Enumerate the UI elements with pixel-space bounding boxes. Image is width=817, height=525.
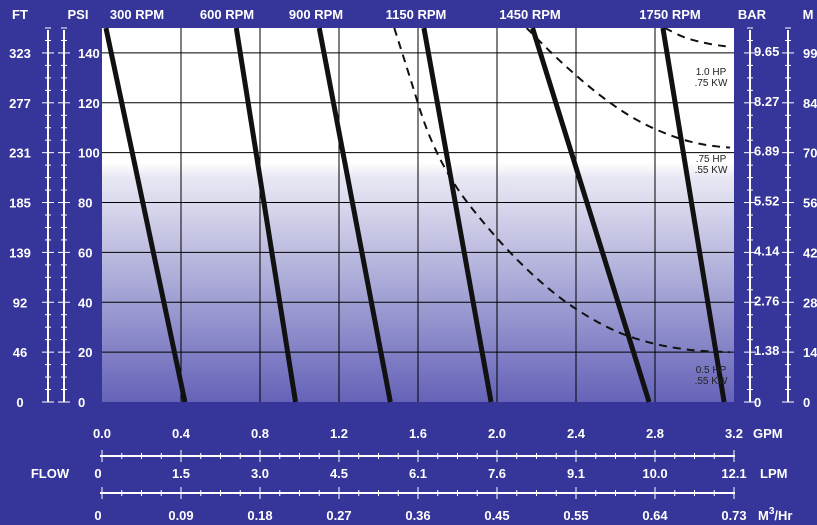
ft-tick-label: 323	[9, 46, 31, 61]
ft-tick-label: 231	[9, 146, 31, 161]
bar-tick-label: 2.76	[754, 293, 779, 308]
gpm-tick-label: 0.0	[93, 426, 111, 441]
ft-tick-label: 185	[9, 196, 31, 211]
ft-tick-label: 92	[13, 295, 27, 310]
power-curve-1	[525, 28, 731, 149]
lpm-tick-label: 7.6	[488, 466, 506, 481]
rpm-line-5	[660, 27, 727, 403]
rpm-series	[103, 27, 727, 403]
psi-tick-label: 60	[78, 245, 92, 260]
m3hr-tick-label: 0.27	[326, 508, 351, 523]
rpm-label-4: 1450 RPM	[499, 7, 560, 22]
lpm-tick-label: 1.5	[172, 466, 190, 481]
rpm-line-1	[233, 27, 299, 403]
m3hr-tick-label: 0.55	[563, 508, 588, 523]
bar-tick-label: 1.38	[754, 343, 779, 358]
m3hr-unit-label: M3/Hr	[758, 506, 792, 523]
m-tick-label: 0	[803, 395, 810, 410]
power-curves: 1.0 HP.75 KW.75 HP.55 KW0.5 HP.55 KW	[393, 28, 731, 387]
power-label-kw-1: .55 KW	[695, 165, 728, 176]
lpm-tick-label: 9.1	[567, 466, 585, 481]
psi-tick-label: 120	[78, 96, 100, 111]
gpm-tick-label: 2.4	[567, 426, 586, 441]
rpm-line-4	[530, 27, 652, 403]
flow-label: FLOW	[31, 466, 70, 481]
bar-tick-label: 6.89	[754, 144, 779, 159]
bar-axis-title: BAR	[738, 7, 767, 22]
gpm-tick-label: 1.6	[409, 426, 427, 441]
gridlines	[102, 28, 734, 402]
m3hr-tick-label: 0.36	[405, 508, 430, 523]
psi-tick-label: 0	[78, 395, 85, 410]
lpm-tick-label: 12.1	[721, 466, 746, 481]
axis-labels: FT PSI BAR M 300 RPM 600 RPM 900 RPM 1150 RPM 14…	[9, 7, 817, 523]
m-tick-label: 70	[803, 146, 817, 161]
psi-tick-label: 80	[78, 196, 92, 211]
rpm-line-0	[103, 27, 188, 403]
power-label-kw-0: .75 KW	[695, 78, 728, 89]
m3hr-tick-label: 0	[94, 508, 101, 523]
m3hr-tick-label: 0.64	[642, 508, 668, 523]
m-tick-label: 28	[803, 295, 817, 310]
power-label-kw-2: .55 KW	[695, 376, 728, 387]
m3hr-tick-label: 0.18	[247, 508, 272, 523]
m-tick-label: 84	[803, 96, 817, 111]
lpm-tick-label: 10.0	[642, 466, 667, 481]
m-tick-label: 99	[803, 46, 817, 61]
m3hr-tick-label: 0.45	[484, 508, 509, 523]
bar-tick-label: 0	[754, 395, 761, 410]
rpm-label-5: 1750 RPM	[639, 7, 700, 22]
bar-tick-label: 4.14	[754, 243, 780, 258]
ft-tick-label: 46	[13, 345, 27, 360]
lpm-tick-label: 6.1	[409, 466, 427, 481]
gpm-tick-label: 1.2	[330, 426, 348, 441]
gpm-tick-label: 2.0	[488, 426, 506, 441]
bar-tick-label: 5.52	[754, 194, 779, 209]
psi-tick-label: 100	[78, 146, 100, 161]
lpm-unit-label: LPM	[760, 466, 787, 481]
gpm-tick-label: 0.4	[172, 426, 191, 441]
power-curve-0	[664, 28, 731, 48]
psi-axis-title: PSI	[68, 7, 89, 22]
ft-tick-label: 0	[16, 395, 23, 410]
m-tick-label: 14	[803, 345, 817, 360]
power-label-hp-1: .75 HP	[696, 154, 727, 165]
rpm-label-1: 600 RPM	[200, 7, 254, 22]
axes	[42, 27, 794, 499]
m3hr-tick-label: 0.73	[721, 508, 746, 523]
lpm-tick-label: 0	[94, 466, 101, 481]
power-label-hp-0: 1.0 HP	[696, 67, 727, 78]
bar-tick-label: 8.27	[754, 94, 779, 109]
psi-tick-label: 20	[78, 345, 92, 360]
m-axis-title: M	[803, 7, 814, 22]
lpm-tick-label: 3.0	[251, 466, 269, 481]
m-tick-label: 56	[803, 196, 817, 211]
bar-tick-label: 9.65	[754, 44, 779, 59]
psi-tick-label: 40	[78, 295, 92, 310]
ft-tick-label: 139	[9, 245, 31, 260]
rpm-label-2: 900 RPM	[289, 7, 343, 22]
power-label-hp-2: 0.5 HP	[696, 365, 727, 376]
rpm-label-0: 300 RPM	[110, 7, 164, 22]
gpm-tick-label: 3.2	[725, 426, 743, 441]
m-tick-label: 42	[803, 245, 817, 260]
m3hr-tick-label: 0.09	[168, 508, 193, 523]
gpm-unit-label: GPM	[753, 426, 783, 441]
gpm-tick-label: 2.8	[646, 426, 664, 441]
rpm-line-3	[421, 27, 494, 403]
lpm-tick-label: 4.5	[330, 466, 348, 481]
power-curve-2	[393, 28, 731, 354]
psi-tick-label: 140	[78, 46, 100, 61]
gpm-tick-label: 0.8	[251, 426, 269, 441]
rpm-line-2	[316, 27, 393, 403]
ft-axis-title: FT	[12, 7, 28, 22]
rpm-label-3: 1150 RPM	[386, 7, 447, 22]
ft-tick-label: 277	[9, 96, 31, 111]
